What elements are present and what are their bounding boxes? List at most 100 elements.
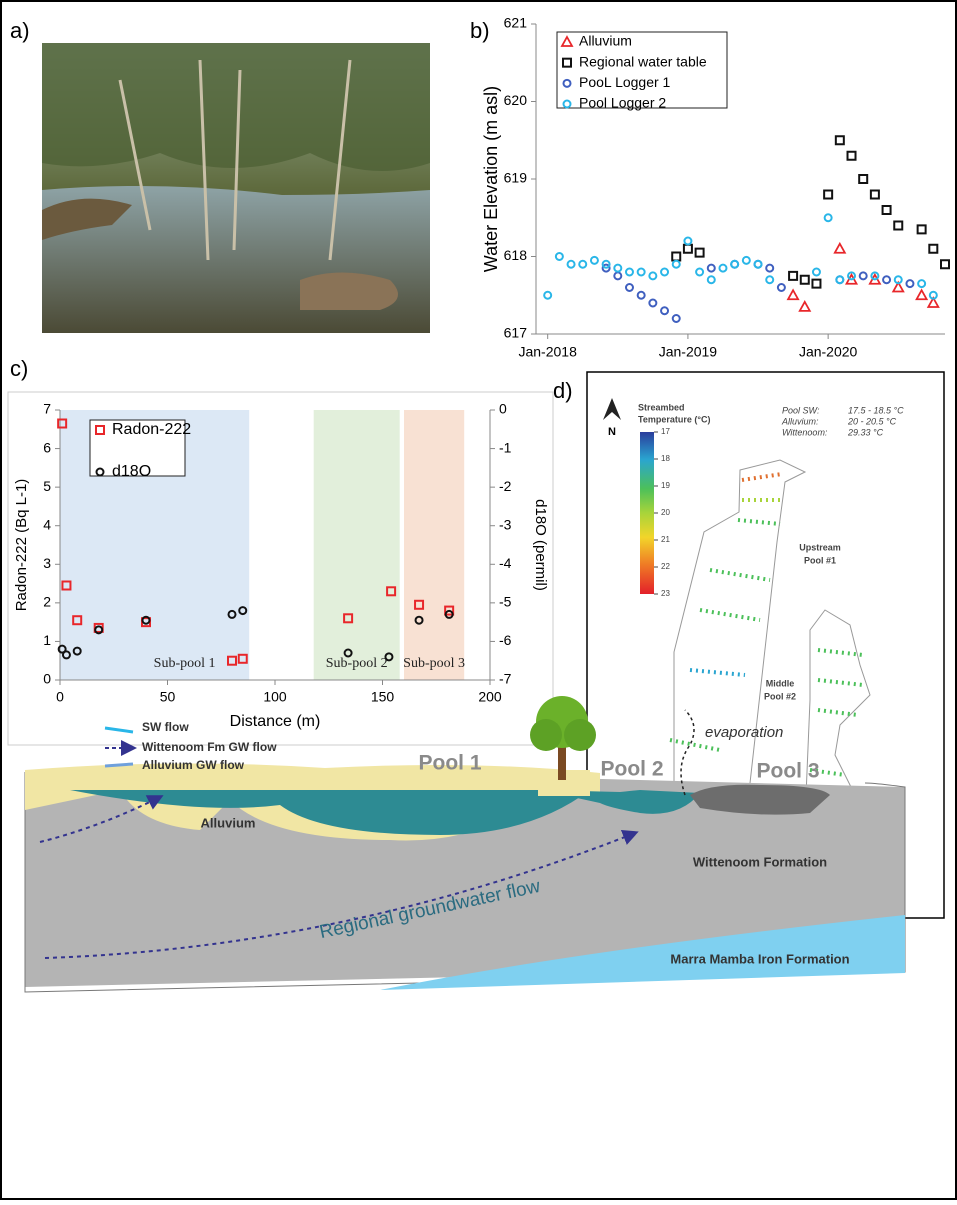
marker — [836, 276, 843, 283]
y-tick-label: 4 — [43, 516, 51, 532]
panel-label: b) — [470, 18, 490, 43]
y2-tick-label: -6 — [499, 632, 512, 648]
figure: a) b) c) d) e) NStreambedTemperature (°C… — [0, 0, 957, 1200]
marker — [848, 152, 856, 160]
colorbar-tick-label: 23 — [661, 589, 670, 598]
marker — [824, 191, 832, 199]
marker — [894, 222, 902, 230]
panel-label: a) — [10, 18, 30, 43]
y2-tick-label: -7 — [499, 671, 512, 687]
marker — [614, 272, 621, 279]
y2-axis-label: d18O (permil) — [532, 499, 549, 591]
marker — [649, 300, 656, 307]
colorbar-tick-label: 17 — [661, 427, 670, 436]
x-tick-label: 0 — [56, 689, 64, 705]
y-tick-label: 1 — [43, 632, 51, 648]
x-tick-label: Jan-2019 — [659, 344, 718, 360]
legend-label: Regional water table — [579, 53, 707, 69]
marker — [918, 225, 926, 233]
region-label: Sub-pool 3 — [403, 656, 465, 671]
y-tick-label: 617 — [504, 325, 528, 341]
region — [404, 410, 464, 680]
marker — [719, 265, 726, 272]
marker — [673, 261, 680, 268]
marker — [755, 261, 762, 268]
legend-label: Alluvium — [579, 33, 632, 49]
marker — [614, 265, 621, 272]
x-axis-label: Distance (m) — [230, 713, 321, 730]
pool-label: Pool #2 — [764, 691, 796, 701]
y-tick-label: 620 — [504, 92, 528, 108]
y2-tick-label: -1 — [499, 439, 512, 455]
pool-title: Pool 2 — [600, 758, 663, 781]
x-tick-label: Jan-2020 — [799, 344, 858, 360]
north-label: N — [608, 426, 616, 438]
evaporation-label: evaporation — [705, 724, 783, 741]
marker — [696, 269, 703, 276]
marker — [800, 302, 810, 311]
marker — [673, 315, 680, 322]
legend-label: Alluvium GW flow — [142, 758, 245, 772]
marker — [835, 244, 845, 253]
marker — [672, 253, 680, 261]
marker — [929, 245, 937, 253]
marker — [917, 290, 927, 299]
region-label: Sub-pool 2 — [326, 656, 388, 671]
x-tick-label: 200 — [478, 689, 502, 705]
y-tick-label: 621 — [504, 15, 528, 31]
marker — [778, 284, 785, 291]
colorbar-title: Temperature (°C) — [638, 414, 710, 424]
marker — [906, 280, 913, 287]
y2-tick-label: -3 — [499, 516, 512, 532]
photo — [42, 43, 430, 333]
marker — [568, 261, 575, 268]
marker — [789, 272, 797, 280]
region — [314, 410, 400, 680]
marker — [788, 290, 798, 299]
legend-label: Pool Logger 2 — [579, 95, 666, 111]
y-tick-label: 5 — [43, 478, 51, 494]
marker — [813, 269, 820, 276]
colorbar-tick-label: 18 — [661, 454, 670, 463]
alluvium-label: Alluvium — [201, 815, 256, 830]
marker — [801, 276, 809, 284]
info-value: 17.5 - 18.5 °C — [848, 405, 904, 415]
marker — [591, 257, 598, 264]
colorbar-tick-label: 22 — [661, 562, 670, 571]
marker — [684, 238, 691, 245]
y-axis-label: Radon-222 (Bq L-1) — [13, 479, 30, 612]
y-tick-label: 619 — [504, 170, 528, 186]
legend-label: Wittenoom Fm GW flow — [142, 740, 277, 754]
marker — [883, 276, 890, 283]
y-tick-label: 7 — [43, 401, 51, 417]
info-key: Wittenoom: — [782, 427, 828, 437]
pool-label: Pool #1 — [804, 555, 836, 565]
colorbar-tick-label: 21 — [661, 535, 670, 544]
colorbar-tick-label: 20 — [661, 508, 670, 517]
info-value: 29.33 °C — [847, 427, 884, 437]
panel-label: c) — [10, 356, 28, 381]
y-tick-label: 2 — [43, 594, 51, 610]
bedrock-label: Marra Mamba Iron Formation — [670, 951, 849, 966]
y-tick-label: 6 — [43, 439, 51, 455]
marker — [556, 253, 563, 260]
y2-tick-label: -5 — [499, 594, 512, 610]
marker — [638, 292, 645, 299]
x-tick-label: 100 — [263, 689, 287, 705]
marker — [812, 280, 820, 288]
marker — [743, 257, 750, 264]
legend-label: SW flow — [142, 720, 189, 734]
y-tick-label: 3 — [43, 555, 51, 571]
marker — [544, 292, 551, 299]
marker — [941, 260, 949, 268]
info-value: 20 - 20.5 °C — [847, 416, 897, 426]
marker — [825, 214, 832, 221]
marker — [626, 284, 633, 291]
colorbar-title: Streambed — [638, 402, 685, 412]
marker — [860, 272, 867, 279]
marker — [626, 269, 633, 276]
legend-label: Radon-222 — [112, 421, 191, 438]
y-tick-label: 0 — [43, 671, 51, 687]
marker — [661, 307, 668, 314]
